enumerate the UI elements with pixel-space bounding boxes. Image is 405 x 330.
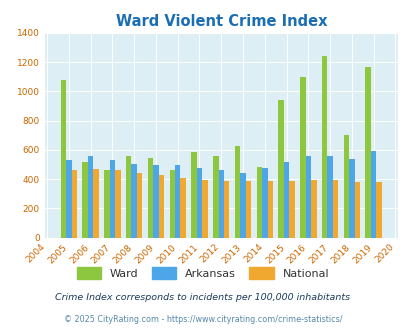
- Bar: [136, 173, 142, 238]
- Bar: [196, 168, 202, 238]
- Bar: [326, 156, 332, 238]
- Bar: [289, 181, 294, 238]
- Bar: [191, 152, 196, 238]
- Bar: [299, 77, 305, 238]
- Legend: Ward, Arkansas, National: Ward, Arkansas, National: [72, 263, 333, 283]
- Bar: [332, 180, 337, 238]
- Bar: [262, 168, 267, 238]
- Bar: [310, 180, 316, 238]
- Bar: [364, 67, 370, 238]
- Bar: [240, 173, 245, 238]
- Bar: [354, 182, 359, 238]
- Text: Crime Index corresponds to incidents per 100,000 inhabitants: Crime Index corresponds to incidents per…: [55, 293, 350, 302]
- Bar: [321, 56, 326, 238]
- Bar: [109, 160, 115, 238]
- Bar: [245, 182, 251, 238]
- Bar: [153, 165, 158, 238]
- Bar: [305, 156, 310, 238]
- Bar: [180, 179, 185, 238]
- Bar: [278, 100, 283, 238]
- Bar: [82, 162, 88, 238]
- Bar: [93, 169, 98, 238]
- Bar: [348, 159, 354, 238]
- Bar: [104, 170, 109, 238]
- Bar: [71, 170, 77, 238]
- Bar: [370, 151, 375, 238]
- Bar: [213, 156, 218, 238]
- Bar: [343, 135, 348, 238]
- Bar: [115, 170, 120, 238]
- Bar: [267, 182, 272, 238]
- Bar: [61, 80, 66, 238]
- Bar: [283, 162, 289, 238]
- Bar: [224, 181, 229, 238]
- Bar: [131, 164, 136, 238]
- Bar: [126, 156, 131, 238]
- Bar: [202, 180, 207, 238]
- Text: © 2025 CityRating.com - https://www.cityrating.com/crime-statistics/: © 2025 CityRating.com - https://www.city…: [64, 315, 341, 324]
- Bar: [234, 146, 240, 238]
- Bar: [256, 167, 262, 238]
- Bar: [218, 170, 224, 238]
- Bar: [375, 182, 381, 238]
- Bar: [169, 170, 175, 238]
- Bar: [147, 158, 153, 238]
- Bar: [88, 156, 93, 238]
- Bar: [158, 175, 164, 238]
- Bar: [175, 165, 180, 238]
- Title: Ward Violent Crime Index: Ward Violent Crime Index: [115, 14, 326, 29]
- Bar: [66, 160, 71, 238]
